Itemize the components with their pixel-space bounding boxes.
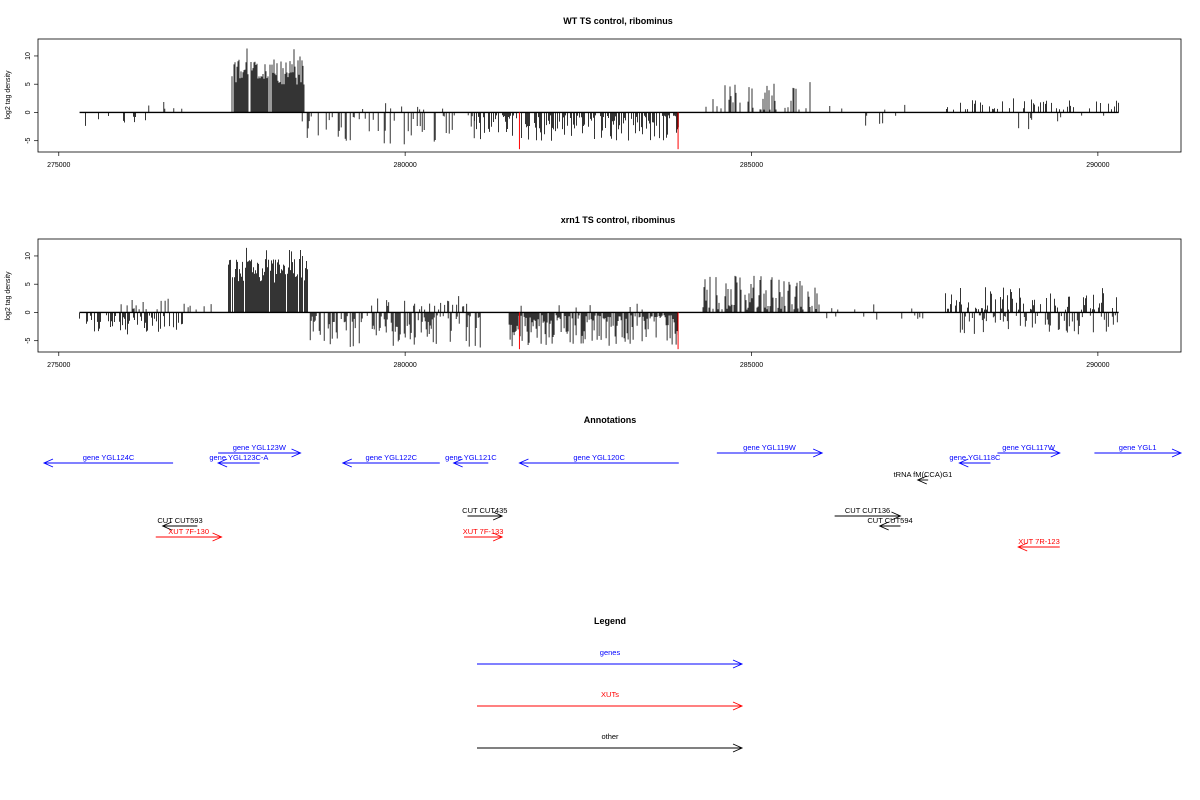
y-tick-label: -5 (25, 337, 32, 343)
y-tick-label: 5 (25, 282, 32, 286)
arrow-head (1050, 448, 1061, 458)
arrow-head (732, 659, 744, 669)
annotation-feature: CUT CUT435 (462, 506, 507, 521)
annotation-label: gene YGL118C (949, 453, 1001, 462)
plot-frame (37, 238, 1182, 353)
x-tick-label: 275000 (47, 362, 70, 369)
arrow-head (732, 701, 744, 711)
annotation-feature: gene YGL123W (218, 443, 302, 458)
legend-title: Legend (594, 616, 626, 626)
panel-title: WT TS control, ribominus (563, 16, 673, 26)
arrow-head (212, 532, 223, 542)
arrow-head (891, 511, 902, 521)
arrow-head (341, 458, 352, 468)
annotation-feature: gene YGL118C (949, 453, 1001, 468)
annotation-feature: gene YGL117W (997, 443, 1061, 458)
annotation-label: CUT CUT435 (462, 506, 507, 515)
annotation-label: gene YGL122C (366, 453, 418, 462)
annotation-feature: CUT CUT594 (867, 516, 913, 531)
signal-bars (85, 48, 1119, 145)
track-panel-wt: WT TS control, ribominus log2 tag densit… (5, 16, 1182, 169)
arrow-head (518, 458, 529, 468)
x-tick-label: 290000 (1086, 162, 1109, 169)
arrow-head (916, 475, 927, 485)
track-panel-xrn1: xrn1 TS control, ribominus log2 tag dens… (5, 215, 1182, 369)
x-tick-label: 280000 (393, 162, 416, 169)
y-tick-label: 10 (25, 52, 32, 60)
y-tick-label: 0 (25, 310, 32, 314)
annotation-feature: XUT 7F-130 (155, 527, 223, 542)
annotation-label: XUT 7F-133 (463, 527, 504, 536)
y-tick-label: -5 (25, 137, 32, 143)
y-tick-label: 10 (25, 252, 32, 260)
arrow-head (812, 448, 824, 458)
x-tick-label: 285000 (740, 362, 763, 369)
y-axis-label: log2 tag density (5, 271, 12, 321)
plot-frame (37, 38, 1182, 153)
arrow-head (732, 743, 744, 753)
annotation-label: gene YGL121C (445, 453, 497, 462)
annotation-label: gene YGL123C-A (209, 453, 268, 462)
arrow-head (1171, 448, 1183, 458)
annotation-label: gene YGL117W (1002, 443, 1056, 452)
legend-label: other (601, 732, 619, 741)
annotations-title: Annotations (584, 415, 637, 425)
annotation-feature: gene YGL124C (42, 453, 174, 468)
annotation-label: CUT CUT594 (867, 516, 912, 525)
annotation-feature: XUT 7F-133 (463, 527, 504, 542)
x-tick-label: 285000 (740, 162, 763, 169)
legend-item-other: other (477, 732, 744, 753)
legend-label: genes (600, 648, 621, 657)
annotation-feature: CUT CUT593 (157, 516, 203, 531)
annotation-label: CUT CUT593 (157, 516, 202, 525)
arrow-head (492, 511, 504, 521)
y-axis-label: log2 tag density (5, 70, 12, 120)
annotation-feature: gene YGL1 (1094, 443, 1183, 458)
x-tick-label: 290000 (1086, 362, 1109, 369)
annotation-feature: gene YGL123C-A (209, 453, 268, 468)
panel-title: xrn1 TS control, ribominus (561, 215, 676, 225)
annotation-label: gene YGL119W (743, 443, 797, 452)
annotation-feature: gene YGL122C (341, 453, 440, 468)
annotation-feature: XUT 7R-123 (1017, 537, 1060, 552)
annotation-label: gene YGL1 (1119, 443, 1157, 452)
annotation-label: gene YGL124C (83, 453, 135, 462)
arrow-head (1017, 542, 1028, 552)
arrow-head (42, 458, 54, 468)
legend: Legend genes XUTs other (477, 616, 744, 753)
legend-item-xut: XUTs (477, 690, 744, 711)
legend-item-gene: genes (477, 648, 744, 669)
annotation-feature: tRNA fM(CCA)G1 (894, 470, 953, 485)
annotation-label: gene YGL120C (573, 453, 625, 462)
arrow-head (291, 448, 302, 458)
arrow-head (958, 458, 969, 468)
annotation-label: gene YGL123W (233, 443, 287, 452)
annotation-feature: gene YGL119W (716, 443, 824, 458)
signal-bars (79, 247, 1118, 348)
y-tick-label: 5 (25, 82, 32, 86)
annotation-label: CUT CUT136 (845, 506, 890, 515)
x-tick-label: 275000 (47, 162, 70, 169)
x-tick-label: 280000 (393, 362, 416, 369)
legend-label: XUTs (601, 690, 619, 699)
annotation-label: tRNA fM(CCA)G1 (894, 470, 953, 479)
annotation-label: XUT 7F-130 (168, 527, 209, 536)
annotation-feature: gene YGL121C (445, 453, 497, 468)
annotation-label: XUT 7R-123 (1018, 537, 1060, 546)
annotation-feature: CUT CUT136 (834, 506, 902, 521)
arrow-head (217, 458, 228, 468)
arrow-head (452, 458, 463, 468)
annotation-feature: gene YGL120C (518, 453, 679, 468)
arrow-head (878, 521, 889, 531)
y-tick-label: 0 (25, 110, 32, 114)
arrow-head (161, 521, 172, 531)
arrow-head (492, 532, 504, 542)
